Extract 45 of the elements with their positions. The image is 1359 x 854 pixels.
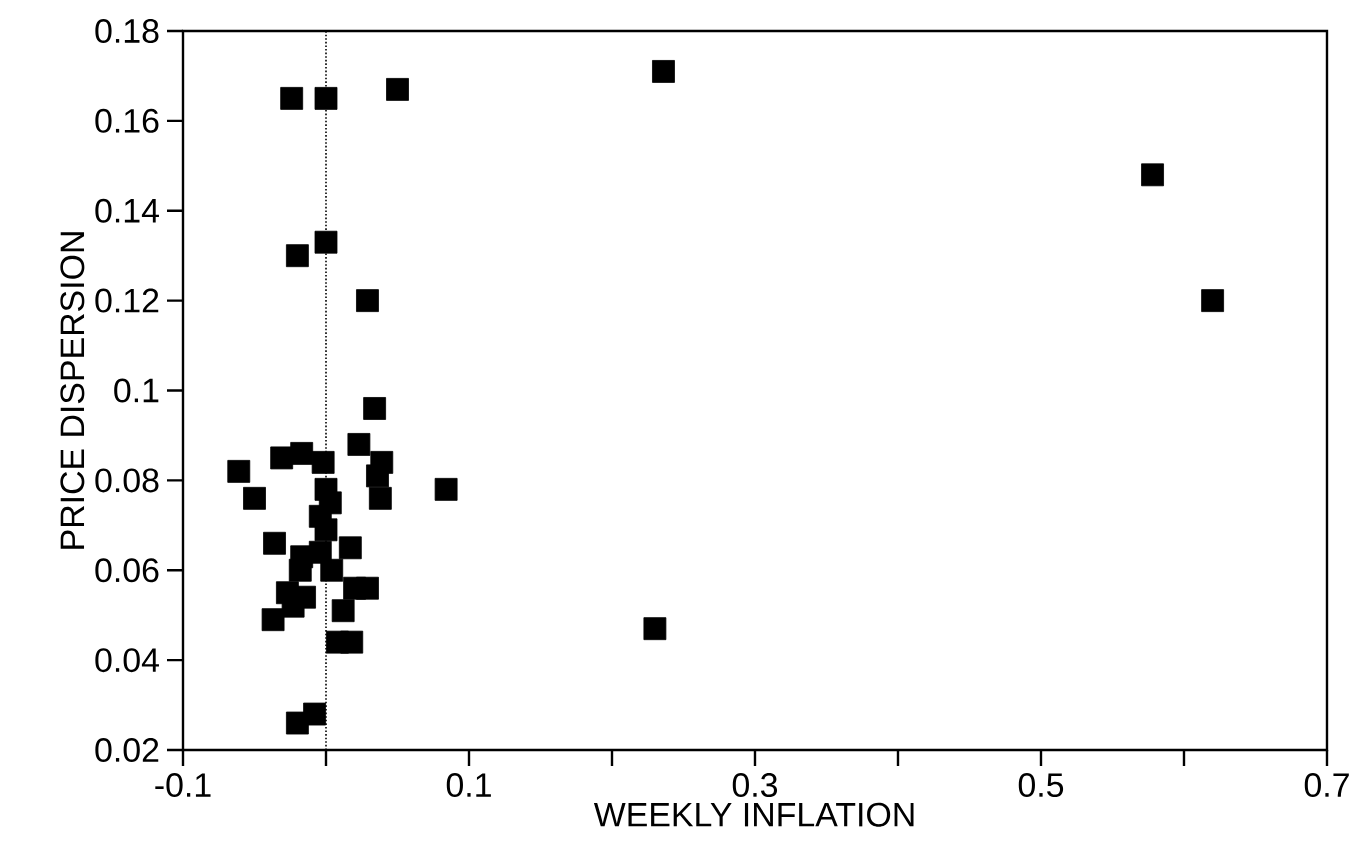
point [286,711,309,735]
x-tick-label: 0.7 [1304,773,1349,798]
y-tick-label: 0.06 [95,558,159,583]
point [314,518,338,542]
point [263,531,286,555]
x-axis-title: WEEKLY INFLATION [593,802,914,827]
point [261,608,285,632]
point [434,477,458,501]
point [314,87,338,110]
x-tick-label: 0.1 [446,773,491,798]
point [363,397,387,420]
y-axis-title: PRICE DISPERSION [60,232,85,549]
y-tick-label: 0.04 [95,648,159,673]
point [338,536,362,560]
point [340,630,364,654]
point [1201,289,1224,313]
x-tick-label: 0.3 [732,773,778,798]
y-tick-label: 0.08 [95,468,159,493]
y-tick-label: 0.12 [95,288,159,313]
point [652,60,675,83]
point [290,442,314,465]
point [368,486,392,510]
point [356,289,379,313]
point [331,599,355,623]
y-tick-label: 0.1 [114,378,159,403]
point [1141,163,1164,187]
point [356,576,379,600]
x-tick-label: 0.5 [1018,773,1064,798]
point [280,87,304,110]
point [311,451,335,474]
point [347,433,371,456]
y-tick-label: 0.02 [95,738,159,762]
y-tick-label: 0.16 [95,108,159,133]
point [286,244,309,268]
point [314,230,338,254]
y-tick-label: 0.18 [95,19,159,43]
x-tick-label: -0.1 [155,773,211,798]
y-tick-label: 0.14 [95,198,159,223]
point [643,617,667,641]
point [243,486,266,510]
point [386,78,409,101]
point [320,558,344,582]
point [227,459,251,483]
point [288,558,312,582]
point [366,464,389,488]
